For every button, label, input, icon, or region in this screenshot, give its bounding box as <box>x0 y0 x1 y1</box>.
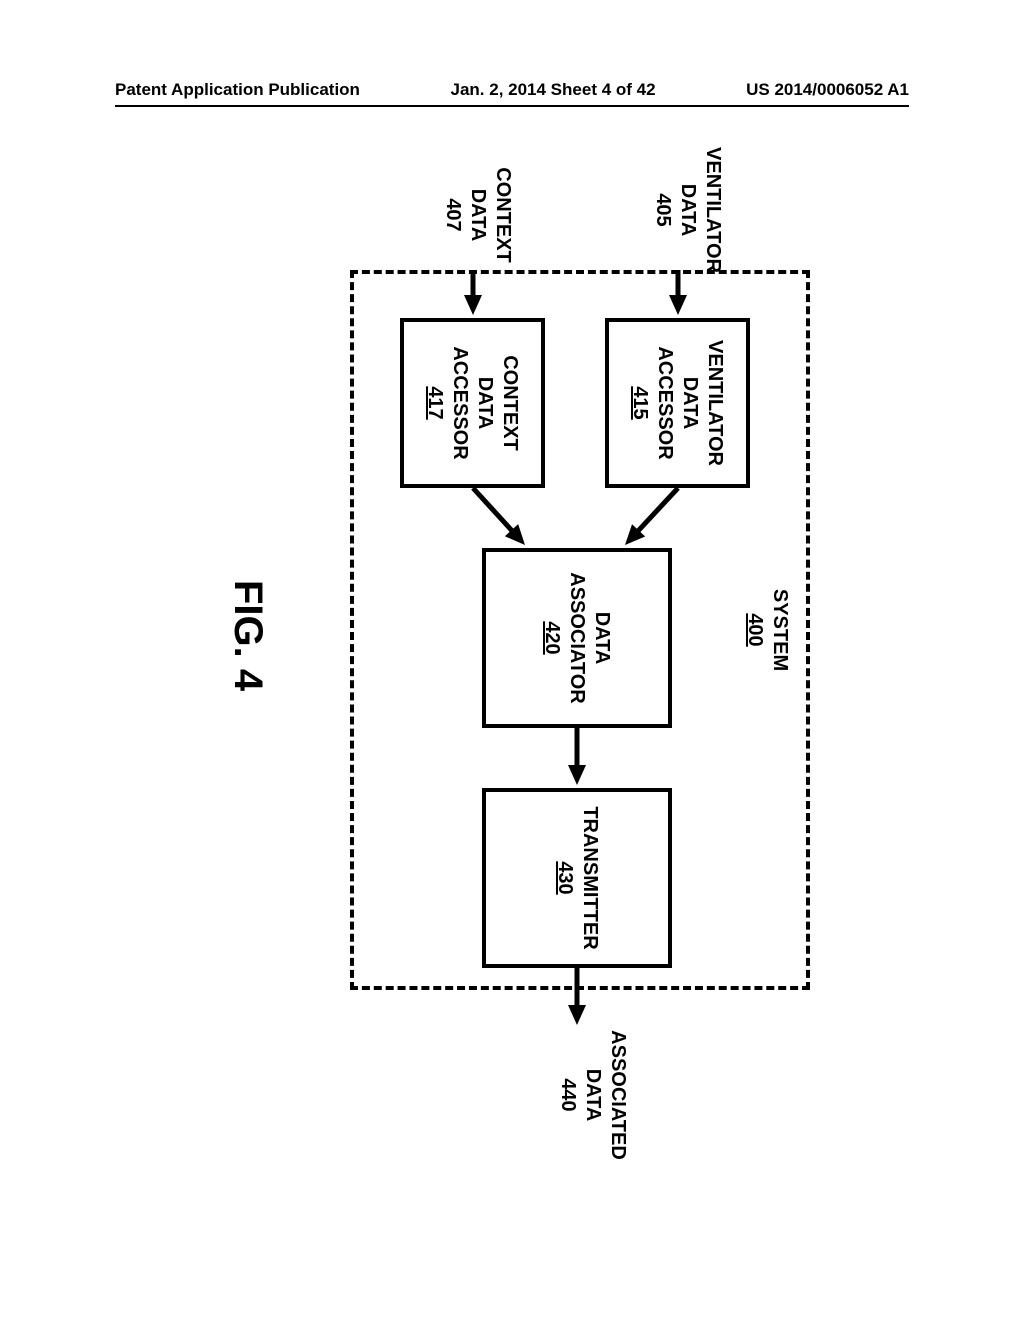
page-header: Patent Application Publication Jan. 2, 2… <box>0 80 1024 100</box>
diagram-area: SYSTEM 400 VENTILATOR DATA ACCESSOR 415 … <box>115 140 910 1170</box>
arrows-layer <box>115 140 910 1170</box>
arrowhead-in-vent <box>669 295 687 315</box>
arrowhead-tx-out <box>568 1005 586 1025</box>
arrowhead-in-ctx <box>464 295 482 315</box>
header-left: Patent Application Publication <box>115 80 360 100</box>
arrowhead-da-tx <box>568 765 586 785</box>
arrow-ca-da <box>473 488 517 536</box>
arrow-va-da <box>633 488 678 536</box>
header-center: Jan. 2, 2014 Sheet 4 of 42 <box>451 80 656 100</box>
diagram-rotated: SYSTEM 400 VENTILATOR DATA ACCESSOR 415 … <box>115 140 910 1170</box>
header-right: US 2014/0006052 A1 <box>746 80 909 100</box>
header-rule <box>115 105 909 107</box>
